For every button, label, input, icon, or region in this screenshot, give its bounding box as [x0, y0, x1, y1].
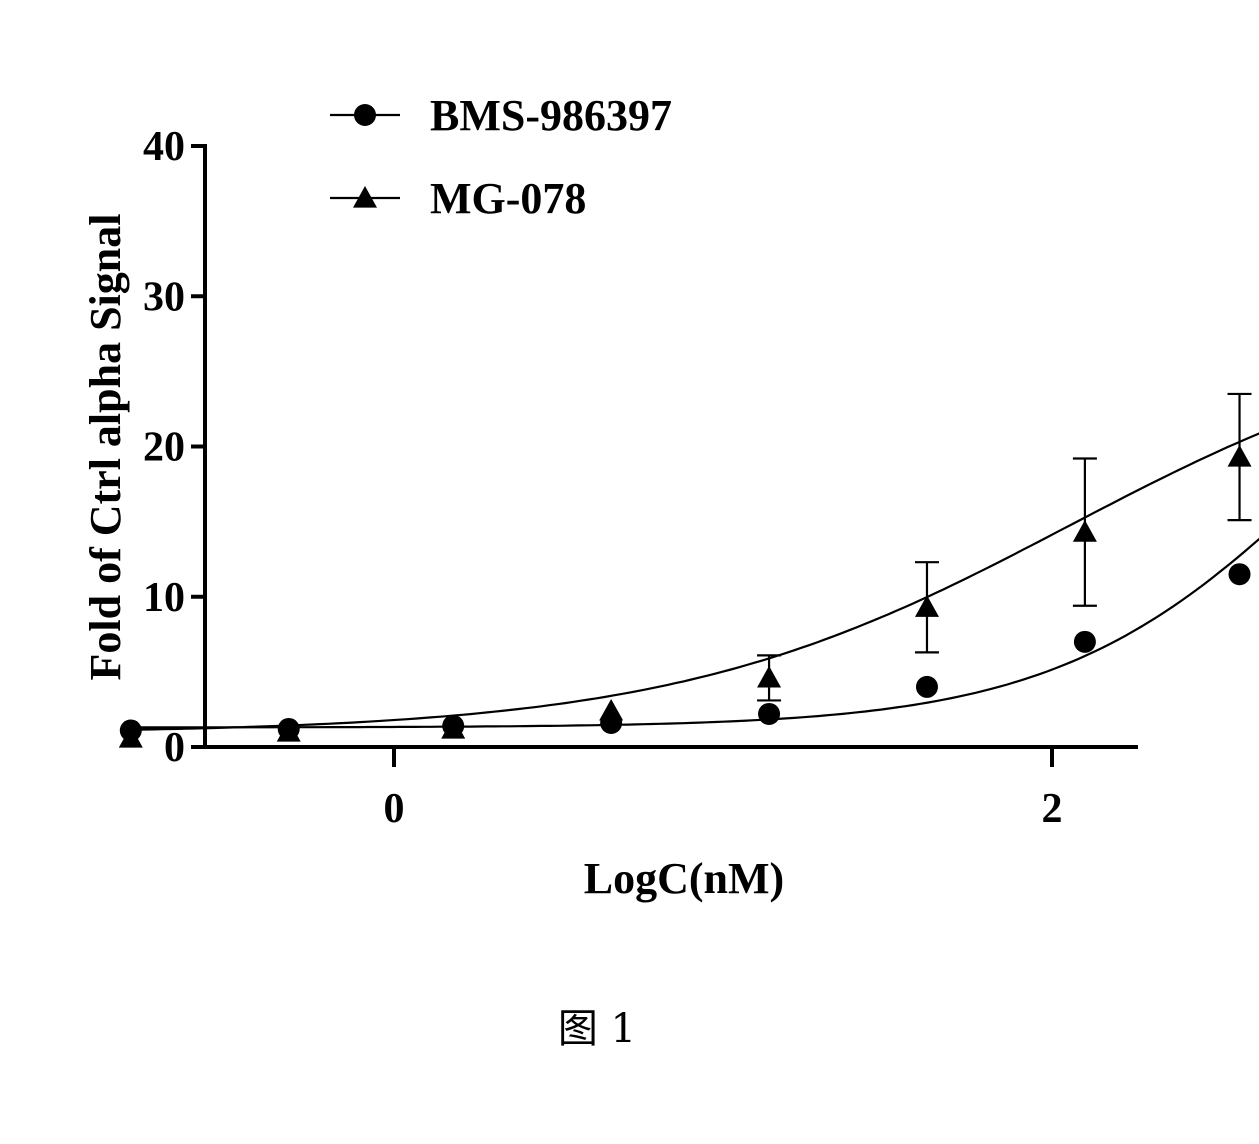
triangle-data-point [118, 725, 143, 748]
triangle-data-point [1072, 520, 1097, 542]
y-tick-label: 0 [164, 725, 185, 771]
fit-curves [130, 432, 1259, 731]
triangle-data-point [757, 665, 782, 688]
circle-data-point [1228, 563, 1251, 586]
y-tick-label: 30 [143, 274, 185, 320]
y-tick-label: 20 [143, 425, 185, 471]
figure-caption: 图 1 [558, 1006, 636, 1052]
fit-curve-2 [130, 432, 1259, 731]
x-tick-label: 2 [1042, 786, 1063, 832]
circle-data-point [1073, 630, 1096, 653]
circle-data-point [915, 675, 938, 698]
legend-label: MG-078 [430, 174, 586, 223]
legend-label: BMS-986397 [430, 91, 672, 140]
triangle-data-point [599, 698, 624, 721]
triangle-data-point [441, 716, 466, 739]
x-axis-title: LogC(nM) [584, 854, 784, 903]
legend-triangle-marker [353, 186, 377, 208]
triangle-data-point [914, 595, 939, 617]
triangle-data-point [1227, 445, 1252, 467]
x-tick-label: 0 [384, 786, 405, 832]
triangle-data-point [276, 719, 301, 742]
y-tick-label: 10 [143, 575, 185, 621]
circle-data-point [758, 702, 781, 725]
y-tick-label: 40 [143, 124, 185, 170]
fit-curve-1 [130, 537, 1259, 729]
error-bars [757, 392, 1252, 702]
legend: BMS-986397 MG-078 [330, 91, 672, 223]
legend-circle-marker [354, 104, 376, 126]
y-axis-title: Fold of Ctrl alpha Signal [81, 214, 130, 681]
data-points [118, 445, 1252, 748]
axes: 010203040024 [143, 124, 1138, 832]
